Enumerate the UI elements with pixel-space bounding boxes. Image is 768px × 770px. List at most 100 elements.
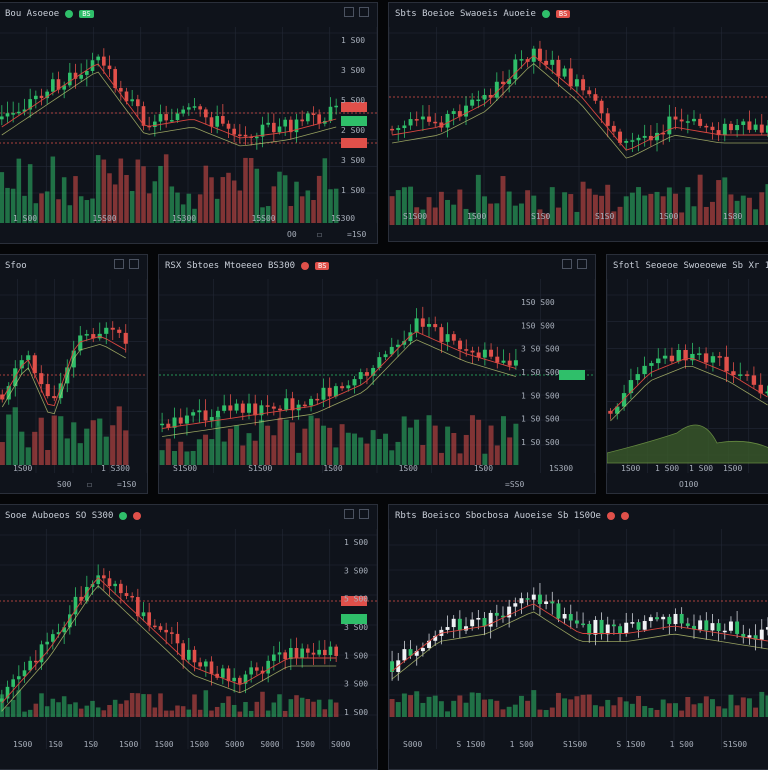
candlestick-chart[interactable]: S1S00 1S00 S1S0 S1S0 1S00 1S80 (389, 3, 768, 241)
candle-body (56, 79, 61, 90)
price-tag-box (341, 614, 367, 624)
status-dot-icon (119, 512, 128, 520)
volume-bar (220, 702, 226, 717)
chart-panel-7[interactable]: Rbts Boeisco Sbocbosa Auoeise Sb 1S0Oe S… (388, 504, 768, 770)
chart-header: Sfoo (0, 255, 147, 277)
volume-bar (328, 189, 333, 223)
volume-bar (501, 416, 506, 465)
volume-bar (196, 439, 202, 465)
candle-body (414, 651, 419, 656)
volume-bar (734, 705, 740, 717)
candlestick-chart[interactable]: 1S00 1 S00 1 S00 1S00 O100 (607, 255, 768, 493)
volume-bar (254, 701, 260, 717)
candle-body (635, 374, 640, 381)
candle-body (102, 575, 106, 579)
candle-body (519, 598, 524, 604)
y-tick-label: 3 S00 (344, 680, 368, 689)
grid-icon[interactable] (562, 259, 572, 269)
candle-body (249, 667, 253, 675)
chart-panel-5[interactable]: Sfotl Seoeoe Swoeoewe Sb Xr 1Soe 1S00 1 S… (606, 254, 768, 494)
candle-body (204, 661, 208, 667)
candle-body (317, 649, 321, 655)
volume-bar (158, 693, 163, 717)
volume-bar (759, 192, 765, 225)
volume-bar (445, 426, 451, 465)
candlestick-chart[interactable]: S000 S 1S00 1 S00 S1S00 S 1S00 1 S00 S1S00 (389, 505, 768, 769)
candle-body (226, 668, 231, 682)
candle-body (513, 360, 518, 366)
candle-body (296, 404, 301, 411)
candle-body (321, 387, 326, 400)
volume-bar (152, 181, 158, 223)
candle-body (19, 360, 24, 369)
volume-bar (401, 693, 407, 717)
candle-body (191, 412, 196, 416)
chart-panel-6[interactable]: Sooe Auboeos SO S300 1 S00 3 S00 5 S00 3 S0… (0, 504, 378, 770)
candle-body (383, 354, 388, 358)
volume-bar (165, 438, 171, 465)
volume-bar (190, 450, 196, 465)
volume-bar (623, 701, 629, 717)
candle-body (221, 668, 225, 678)
settings-icon[interactable] (577, 259, 587, 269)
volume-bar (438, 452, 444, 465)
layout-icon[interactable] (359, 509, 369, 519)
chart-panel-3[interactable]: Sfoo 1S00 1 S300 S00 ☐ =1S0 (0, 254, 148, 494)
candlestick-chart[interactable]: 1S0 S00 1S0 S00 3 S0 S00 1 S0 S00 1 S0 S00 1 … (159, 255, 595, 493)
volume-bar (574, 211, 580, 225)
volume-bar (308, 415, 314, 465)
settings-icon[interactable] (344, 7, 354, 17)
candlestick-chart[interactable]: 1 S00 3 S00 5 S00 3 S00 1 S00 3 S00 1 S00 1S00 1… (0, 505, 377, 769)
volume-bar (370, 430, 376, 465)
candlestick-chart[interactable]: 1S00 1 S300 S00 ☐ =1S0 (0, 255, 147, 493)
volume-bar (506, 706, 512, 717)
chart-panel-4[interactable]: RSX Sbtoes Mtoeeeo BS300 BS 1S0 S00 1S0 S… (158, 254, 596, 494)
candle-body (587, 624, 592, 635)
layout-icon[interactable] (359, 7, 369, 17)
volume-bar (395, 702, 401, 717)
candle-body (513, 603, 518, 607)
candle-body (187, 649, 191, 660)
candle-body (420, 116, 425, 120)
volume-bar (426, 415, 432, 465)
candle-body (759, 629, 764, 640)
x-tick-label: 1S80 (723, 212, 742, 221)
volume-bar (414, 207, 420, 225)
candle-body (68, 614, 72, 628)
candlestick-chart[interactable]: 1 S00 3 S00 5 S00 2 S00 3 S00 1 S00 1 S00 15S00… (0, 3, 377, 243)
volume-bar (426, 197, 432, 225)
candle-body (294, 119, 299, 133)
grid-icon[interactable] (114, 259, 124, 269)
volume-bar (476, 419, 482, 465)
moving-average-line (391, 603, 768, 672)
candle-body (266, 660, 270, 674)
candle-body (90, 584, 95, 587)
candle-body (611, 125, 616, 132)
candle-body (34, 660, 38, 663)
candle-body (309, 398, 314, 406)
footer-control-label: O0 (287, 230, 297, 239)
volume-bar (457, 453, 463, 465)
candle-body (172, 417, 177, 428)
candle-body (102, 56, 106, 66)
volume-bar (77, 443, 83, 465)
candle-body (501, 81, 505, 84)
settings-icon[interactable] (129, 259, 139, 269)
volume-bar (438, 191, 444, 225)
volume-bar (525, 190, 531, 225)
status-dot-icon (541, 10, 550, 18)
moving-average-line (610, 366, 768, 422)
candle-body (464, 349, 469, 351)
volume-bar (22, 711, 27, 717)
volume-bar (679, 212, 685, 225)
chart-panel-2[interactable]: Sbts Boeioe Swaoeis Auoeie BS S1S00 1S00 S… (388, 2, 768, 242)
volume-bar (44, 706, 50, 717)
candle-body (765, 627, 768, 630)
candle-body (39, 644, 44, 663)
volume-bar (97, 418, 103, 465)
volume-bar (282, 710, 288, 717)
settings-icon[interactable] (344, 509, 354, 519)
candle-body (621, 393, 627, 407)
volume-bar (107, 173, 112, 223)
chart-panel-1[interactable]: Bou Asoeoe BS 1 S00 3 S00 5 S00 2 S00 3 S00 1… (0, 2, 378, 244)
